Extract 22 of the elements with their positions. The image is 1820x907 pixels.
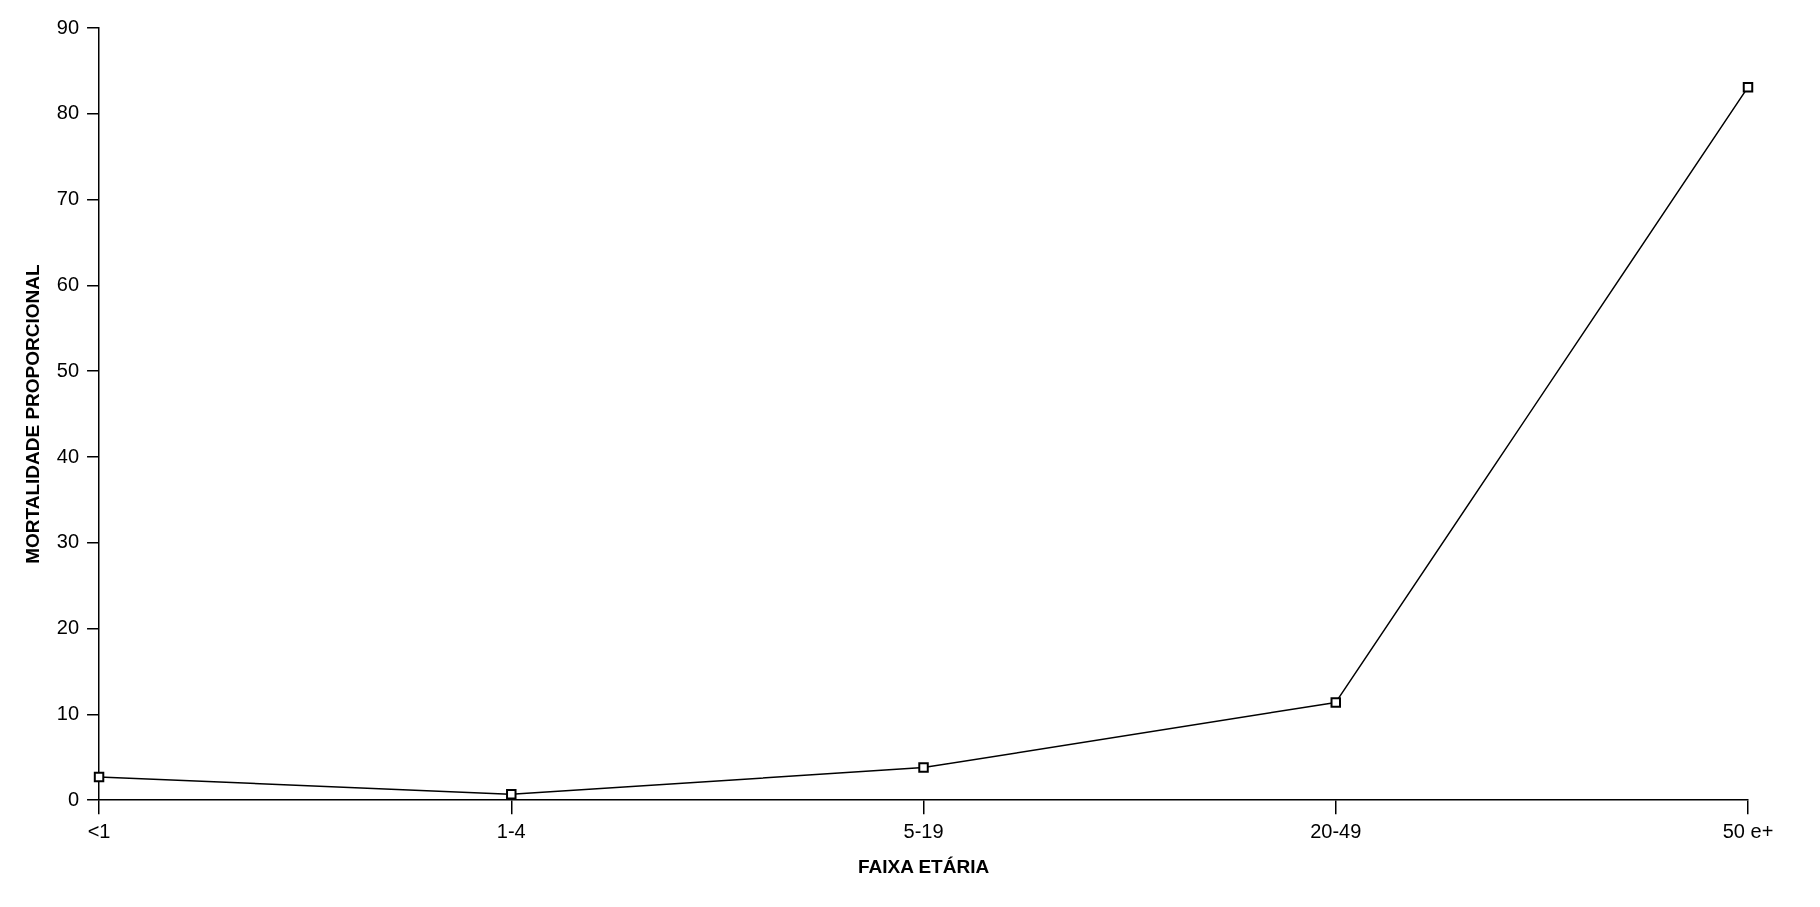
y-tick-label: 80 — [56, 101, 80, 124]
y-tick-label: 50 — [56, 358, 80, 381]
x-tick-label: 1-4 — [496, 819, 526, 842]
y-tick-label: 70 — [56, 187, 80, 210]
x-tick-label: <1 — [87, 819, 111, 842]
y-tick-label: 60 — [56, 272, 80, 295]
x-tick-label: 5-19 — [903, 819, 944, 842]
point — [506, 788, 517, 800]
y-tick-label: 90 — [56, 15, 80, 38]
y-tick-label: 30 — [56, 530, 80, 553]
y-tick-label: 40 — [56, 444, 80, 467]
x-axis-title: FAIXA ETÁRIA — [857, 855, 990, 877]
point — [1742, 81, 1754, 93]
point — [918, 762, 929, 773]
y-axis-title: MORTALIDADE PROPORCIONAL — [21, 264, 43, 564]
y-tick-label: 20 — [56, 616, 80, 639]
x-tick-label: 20-49 — [1310, 819, 1362, 842]
point — [93, 771, 105, 783]
y-tick-label: 0 — [67, 787, 80, 810]
y-tick-label: 10 — [56, 701, 80, 724]
x-tick-label: 50 e+ — [1722, 819, 1774, 842]
point — [1330, 697, 1341, 708]
